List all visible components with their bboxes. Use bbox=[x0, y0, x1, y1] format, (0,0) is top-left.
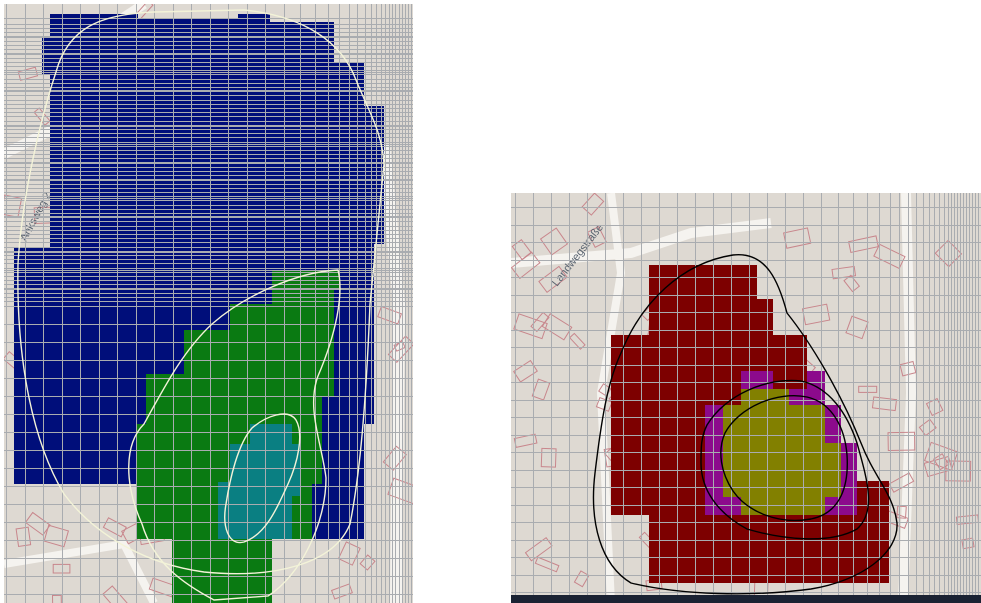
building-footprint bbox=[961, 537, 975, 550]
middle-contour bbox=[700, 379, 870, 540]
map-bottom-bar bbox=[511, 595, 981, 603]
building-footprint bbox=[918, 418, 937, 437]
building-footprint bbox=[24, 511, 51, 536]
building-footprint bbox=[538, 265, 568, 293]
building-footprint bbox=[33, 107, 51, 126]
inner-contour bbox=[720, 395, 848, 522]
inner-contour bbox=[224, 413, 301, 544]
building-footprint bbox=[896, 505, 907, 519]
middle-contour bbox=[128, 269, 341, 601]
building-footprint bbox=[843, 274, 861, 293]
building-footprint bbox=[581, 193, 605, 216]
outer-contour bbox=[592, 254, 898, 595]
building-footprint bbox=[531, 378, 551, 401]
building-footprint bbox=[871, 396, 898, 412]
right-map-canvas: Landwegstraße bbox=[511, 193, 981, 603]
building-footprint bbox=[524, 537, 553, 562]
building-footprint bbox=[848, 235, 879, 254]
building-footprint bbox=[534, 556, 560, 573]
outer-contour bbox=[17, 9, 385, 575]
building-footprint bbox=[52, 563, 71, 574]
building-footprint bbox=[923, 455, 953, 478]
building-footprint bbox=[540, 447, 557, 468]
grid-overlay bbox=[511, 193, 981, 603]
building-footprint bbox=[15, 526, 32, 547]
building-footprint bbox=[43, 524, 70, 548]
building-footprint bbox=[539, 227, 569, 256]
left-map-panel: Anksweg 2 bbox=[4, 4, 413, 603]
building-footprint bbox=[586, 225, 607, 249]
building-footprint bbox=[337, 541, 361, 566]
building-footprint bbox=[887, 431, 916, 452]
building-footprint bbox=[899, 360, 917, 377]
right-map-panel: Landwegstraße bbox=[511, 193, 981, 603]
building-footprint bbox=[873, 243, 906, 270]
building-footprint bbox=[51, 594, 63, 603]
building-footprint bbox=[17, 66, 39, 81]
building-footprint bbox=[573, 570, 590, 588]
building-footprint bbox=[102, 585, 132, 603]
left-map-canvas: Anksweg 2 bbox=[4, 4, 413, 603]
grid-overlay bbox=[4, 4, 413, 603]
